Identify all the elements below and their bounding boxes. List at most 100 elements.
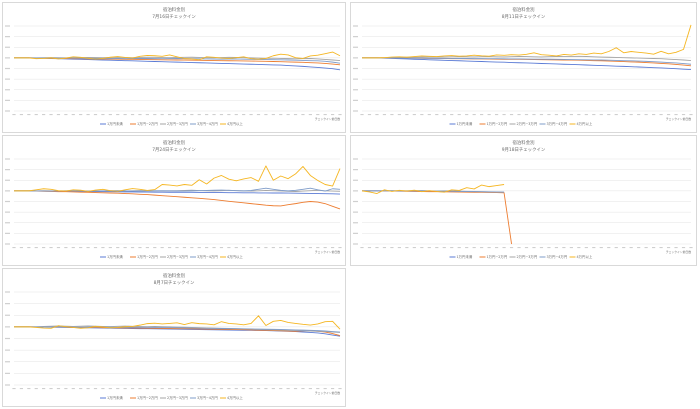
- y-tick-label: [5, 337, 10, 340]
- y-tick-label: [5, 179, 10, 181]
- x-tick-label: [79, 388, 83, 390]
- y-tick-label: [353, 200, 358, 203]
- y-tick-label: [353, 232, 358, 234]
- x-tick-label: [301, 247, 305, 249]
- x-tick-label: [644, 247, 648, 249]
- series-line: [362, 24, 692, 59]
- series-line: [362, 55, 692, 61]
- x-tick-label: [160, 247, 164, 249]
- y-tick-label: [5, 200, 10, 203]
- y-tick-label: [5, 211, 10, 213]
- x-tick-label: [64, 247, 68, 249]
- x-tick-label: [532, 247, 536, 249]
- x-tick-label: [249, 247, 253, 249]
- x-tick-label: [427, 247, 431, 249]
- x-tick-label: [271, 388, 275, 390]
- y-tick-label: [5, 46, 10, 48]
- series-line: [14, 57, 341, 64]
- x-tick-label: [227, 114, 231, 116]
- legend-label: 3万円~4万円: [197, 255, 218, 259]
- x-tick-label: [494, 114, 499, 116]
- y-tick-label: [5, 169, 10, 171]
- legend-label: 1万円未満: [457, 121, 473, 126]
- legend-label: 1万円~2万円: [137, 396, 158, 400]
- x-tick-label: [375, 247, 379, 249]
- x-tick-label: [592, 247, 596, 249]
- x-axis-label: チェックイン前日数: [315, 250, 340, 254]
- x-tick-label: [360, 114, 364, 116]
- x-tick-label: [93, 114, 98, 116]
- x-tick-label: [242, 247, 246, 249]
- x-tick-label: [666, 247, 671, 249]
- x-tick-label: [71, 247, 75, 249]
- x-tick-label: [367, 247, 372, 249]
- x-tick-label: [599, 247, 603, 249]
- x-tick-label: [27, 247, 31, 249]
- x-tick-label: [330, 388, 335, 390]
- x-tick-label: [219, 114, 224, 116]
- x-tick-label: [674, 114, 678, 116]
- x-tick-label: [153, 114, 157, 116]
- y-tick-label: [5, 25, 10, 27]
- x-tick-label: [27, 114, 31, 116]
- x-tick-label: [652, 114, 656, 116]
- x-tick-label: [160, 114, 164, 116]
- x-tick-label: [101, 388, 105, 390]
- x-tick-label: [330, 247, 335, 249]
- x-tick-label: [130, 247, 135, 249]
- legend-label: 3万円~4万円: [547, 122, 568, 126]
- x-tick-label: [330, 114, 335, 116]
- y-tick-label: [5, 36, 10, 38]
- x-tick-label: [517, 114, 521, 116]
- x-tick-label: [205, 247, 209, 249]
- chart-title: 宿泊料金別: [163, 139, 185, 146]
- y-tick-label: [353, 179, 358, 181]
- x-tick-label: [666, 114, 671, 116]
- x-tick-label: [607, 114, 611, 116]
- x-tick-label: [450, 247, 454, 249]
- y-tick-label: [353, 46, 358, 48]
- series-line: [14, 57, 341, 71]
- x-tick-label: [435, 247, 439, 249]
- x-tick-label: [153, 388, 157, 390]
- chart-frame: [350, 135, 697, 266]
- x-tick-label: [301, 114, 305, 116]
- x-tick-label: [234, 114, 238, 116]
- x-tick-label: [64, 114, 68, 116]
- x-tick-label: [547, 247, 551, 249]
- legend-label: 1万円未満: [457, 254, 473, 259]
- chart-panel: 宿泊料金別 9月18日チェックイン チェックイン前日数 1万円未満 1万円~2万円 2万円…: [350, 135, 697, 266]
- x-tick-label: [577, 247, 581, 249]
- x-tick-label: [286, 247, 290, 249]
- x-tick-label: [49, 114, 53, 116]
- x-tick-label: [569, 114, 573, 116]
- x-tick-label: [242, 114, 246, 116]
- legend-label: 3万円~4万円: [197, 396, 218, 400]
- x-tick-label: [49, 388, 53, 390]
- x-tick-label: [286, 114, 290, 116]
- x-tick-label: [219, 388, 224, 390]
- x-tick-label: [405, 247, 409, 249]
- x-tick-label: [577, 114, 581, 116]
- x-tick-label: [622, 247, 626, 249]
- legend-label: 4万円以上: [577, 254, 593, 259]
- y-tick-label: [5, 222, 10, 224]
- legend-label: 3万円~4万円: [547, 255, 568, 259]
- x-tick-label: [242, 388, 246, 390]
- x-tick-label: [338, 247, 342, 249]
- x-tick-label: [271, 247, 275, 249]
- x-tick-label: [167, 114, 172, 116]
- y-tick-label: [5, 291, 10, 293]
- x-tick-label: [681, 247, 686, 249]
- x-tick-label: [279, 114, 283, 116]
- x-tick-label: [622, 114, 626, 116]
- chart-subtitle: 7月24日チェックイン: [152, 147, 196, 153]
- x-tick-label: [390, 114, 394, 116]
- x-tick-label: [465, 247, 469, 249]
- y-tick-label: [353, 36, 358, 38]
- x-tick-label: [629, 114, 633, 116]
- x-tick-label: [108, 388, 112, 390]
- y-tick-label: [353, 169, 358, 171]
